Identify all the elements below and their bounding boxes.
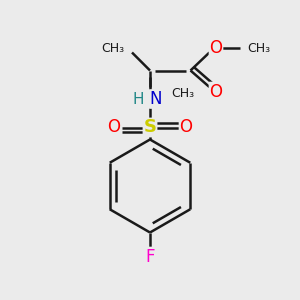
Text: F: F [145, 248, 155, 266]
Text: O: O [209, 39, 223, 57]
Text: O: O [107, 118, 121, 136]
Text: O: O [179, 118, 193, 136]
Text: CH₃: CH₃ [171, 86, 194, 100]
Text: O: O [209, 82, 223, 100]
Text: S: S [143, 118, 157, 136]
Text: N: N [150, 90, 162, 108]
Text: CH₃: CH₃ [101, 41, 124, 55]
Text: CH₃: CH₃ [248, 41, 271, 55]
Text: H: H [132, 92, 144, 106]
